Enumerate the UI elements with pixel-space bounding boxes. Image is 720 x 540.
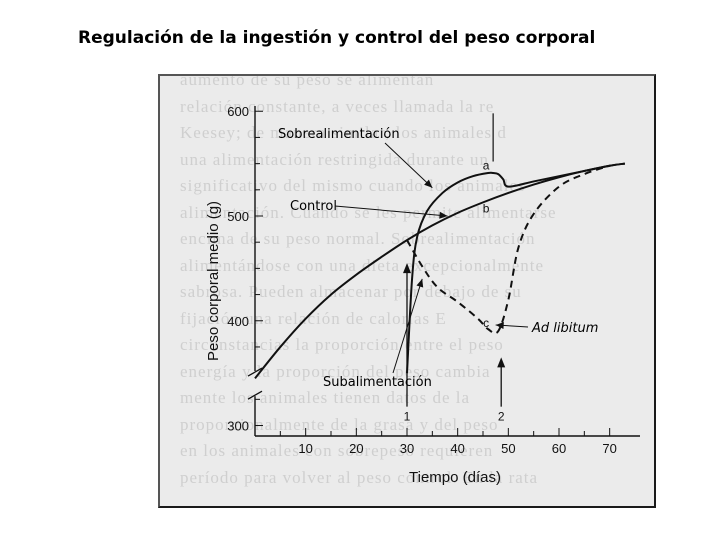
annotation-adlibitum: Ad libitum (531, 321, 598, 336)
annotation-arrowhead (439, 211, 448, 219)
slide-title: Regulación de la ingestión y control del… (78, 28, 596, 48)
axis-break-mark (247, 367, 263, 377)
annotation-arrowhead (495, 321, 504, 329)
background-text-line: encima de su peso normal. Sobrealimentac… (180, 229, 536, 248)
series-layer (254, 162, 626, 380)
y-tick-label: 500 (227, 209, 249, 224)
x-tick-label: 40 (450, 441, 464, 456)
background-text-line: aumento de su peso se alimentan (180, 74, 435, 89)
annotation-leader (392, 278, 423, 374)
y-tick-label: 400 (227, 314, 249, 329)
figure-panel: aumento de su peso se alimentan relación … (158, 74, 656, 508)
x-tick-label: 70 (602, 441, 616, 456)
annotation-sobrealimentacin: Sobrealimentación (278, 127, 400, 142)
marker-arrowhead (497, 357, 506, 368)
y-axis-title: Peso corporal medio (g) (205, 201, 222, 361)
y-tick-label: 300 (227, 419, 249, 434)
x-tick-label: 60 (552, 441, 566, 456)
axis-break-mark (247, 390, 263, 400)
background-text-line: Keesey; de manera similar, los animales … (180, 123, 507, 142)
marker-label: 1 (404, 410, 411, 424)
annotation-arrowhead (424, 179, 433, 188)
point-label-b: b (483, 202, 490, 216)
series-line-sobrealimentacin (406, 162, 626, 374)
background-text-line: significativo del mismo cuando los anima… (180, 176, 526, 195)
marker-label: 2 (498, 410, 505, 424)
x-axis-title: Tiempo (días) (409, 469, 501, 486)
annotation-subalimentacin: Subalimentación (323, 375, 432, 390)
axes: 10 20 30 40 50 60 70 300 400 500 600 Tiempo (días) P… (205, 104, 640, 486)
background-text-line: en los animales con sobrepeso requieren (180, 441, 494, 460)
x-tick-label: 50 (501, 441, 515, 456)
background-text-line: circunstancias la proporción entre el pe… (180, 335, 504, 354)
x-tick-label: 10 (298, 441, 312, 456)
x-tick-label: 20 (349, 441, 363, 456)
y-tick-label: 600 (227, 104, 249, 119)
background-text-line: proporcionalmente de la grasa y del peso (180, 414, 499, 434)
annotation-leader (334, 205, 448, 217)
annotation-leader (384, 142, 433, 189)
annotations-layer: 1 2 a b c Sobrealimentación Control Subalimenta… (278, 113, 598, 424)
background-text-line: período para volver al peso control. En … (180, 467, 539, 487)
body-weight-chart: 10 20 30 40 50 60 70 300 400 500 600 Tiempo (días) P… (205, 104, 640, 486)
marker-arrowhead (403, 263, 411, 274)
background-text-line: alimentándose con una dieta excepcionalm… (180, 255, 545, 275)
background-text-line: mente los animales tienen datos de la (180, 388, 471, 407)
series-line-subalimentacin (406, 164, 610, 335)
background-text-line: alimentación. Cuando se les permite alim… (180, 202, 557, 222)
annotation-arrowhead (416, 278, 424, 288)
point-label-a: a (483, 159, 490, 173)
x-tick-label: 30 (400, 441, 414, 456)
point-label-c: c (483, 316, 489, 330)
background-text-line: fijación una relación de calorías E (180, 308, 447, 328)
annotation-control: Control (290, 199, 337, 214)
